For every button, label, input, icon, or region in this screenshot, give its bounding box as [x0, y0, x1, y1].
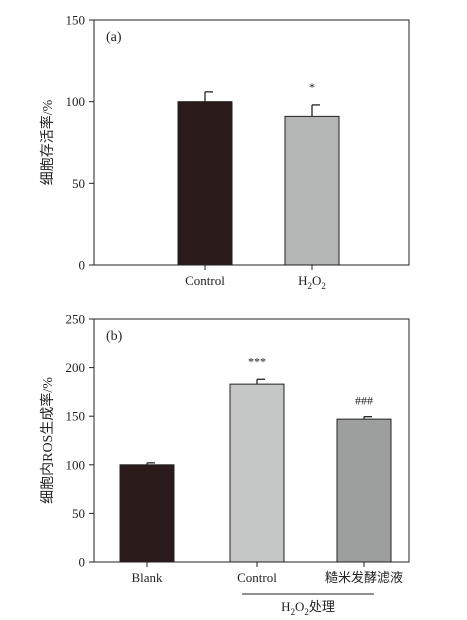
bar — [284, 115, 340, 266]
y-tick-label: 250 — [66, 312, 86, 327]
significance-marker: *** — [248, 354, 266, 368]
bar — [336, 418, 392, 563]
category-label: Control — [237, 570, 277, 585]
bar — [229, 383, 285, 563]
y-tick-label: 200 — [66, 360, 86, 375]
chart-panel-b: 0 50 100 150 200 250 细胞内ROS生成率/% (b) *** ### Blank… — [39, 312, 410, 617]
significance-marker: * — [309, 80, 315, 94]
y-tick-label: 100 — [66, 457, 86, 472]
y-tick-label: 150 — [66, 409, 86, 424]
panel-label: (a) — [106, 30, 122, 45]
category-label: Blank — [131, 570, 163, 585]
category-label: Control — [185, 273, 225, 288]
y-tick-label: 0 — [79, 555, 86, 570]
y-tick-label: 0 — [79, 258, 86, 273]
category-label: 糙米发酵滤液 — [325, 570, 403, 585]
y-tick-label: 100 — [66, 94, 86, 109]
significance-marker: ### — [355, 394, 373, 408]
y-axis-label: 细胞内ROS生成率/% — [39, 377, 56, 504]
y-tick-label: 150 — [66, 13, 86, 28]
category-label: H2O2 — [298, 273, 326, 291]
bar — [177, 101, 233, 266]
y-tick-label: 50 — [72, 176, 85, 191]
panel-label: (b) — [106, 329, 123, 344]
plot-frame — [93, 19, 410, 266]
chart-panel-a: 0 50 100 150 细胞存活率/% (a) * Control H2O2 — [39, 13, 410, 291]
y-axis-label: 细胞存活率/% — [39, 99, 56, 185]
group-label: H2O2处理 — [281, 599, 335, 617]
y-tick-label: 50 — [72, 506, 85, 521]
bar — [119, 464, 175, 563]
